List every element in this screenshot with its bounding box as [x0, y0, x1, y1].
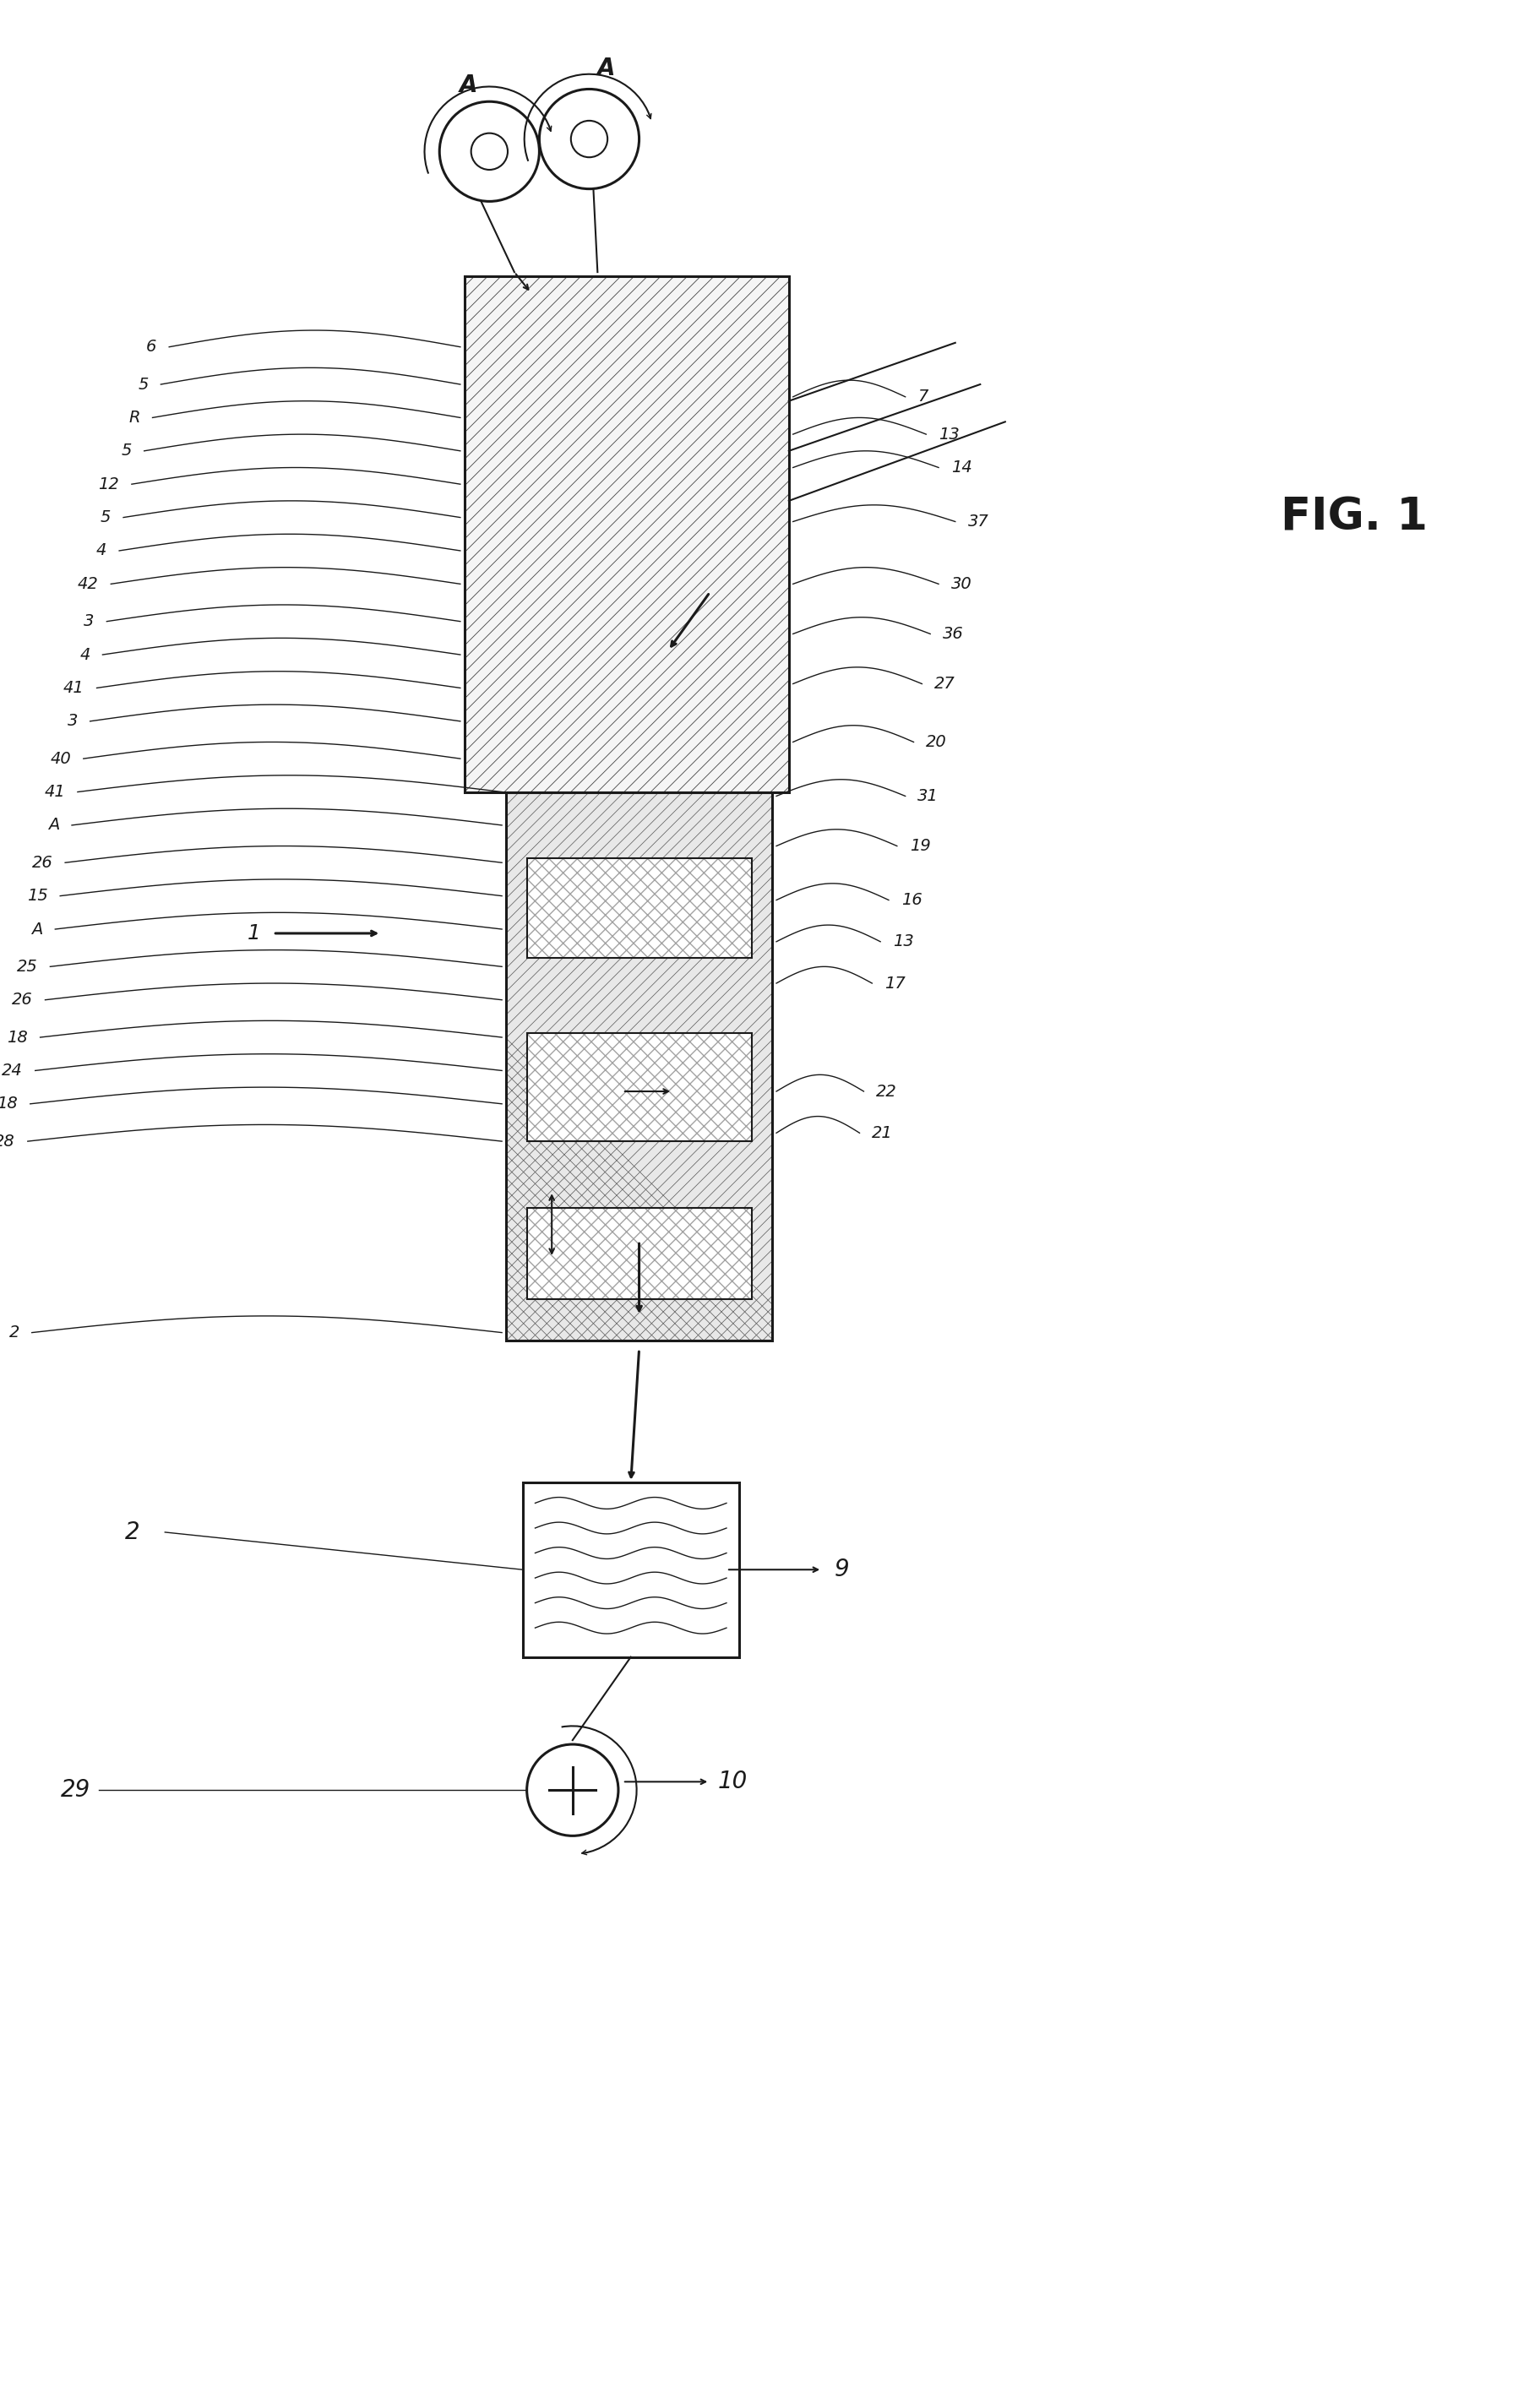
- Circle shape: [471, 132, 507, 171]
- Circle shape: [539, 89, 639, 190]
- Text: 24: 24: [2, 1063, 23, 1079]
- Text: 9: 9: [835, 1558, 849, 1582]
- Text: 30: 30: [950, 577, 972, 591]
- Text: 4: 4: [80, 647, 89, 664]
- Text: 19: 19: [909, 839, 930, 853]
- Text: 4: 4: [95, 543, 106, 558]
- Text: 26: 26: [32, 853, 52, 870]
- Text: 28: 28: [0, 1132, 15, 1149]
- Bar: [464, 276, 788, 791]
- Text: 12: 12: [99, 476, 119, 493]
- Bar: [464, 276, 788, 791]
- Text: 10: 10: [718, 1769, 747, 1793]
- Text: 18: 18: [0, 1096, 18, 1113]
- Bar: [527, 1034, 752, 1142]
- Text: A: A: [48, 817, 60, 834]
- Bar: [505, 791, 772, 1341]
- Text: 6: 6: [146, 339, 157, 356]
- Text: 5: 5: [137, 377, 148, 392]
- Text: 15: 15: [26, 887, 48, 904]
- Text: 14: 14: [950, 459, 972, 476]
- Text: 36: 36: [942, 625, 962, 642]
- Text: 17: 17: [884, 976, 906, 990]
- Bar: [505, 791, 772, 1341]
- Text: 1: 1: [246, 923, 260, 942]
- Text: 16: 16: [901, 892, 921, 909]
- Text: 29: 29: [60, 1779, 89, 1803]
- Circle shape: [527, 1745, 618, 1837]
- Text: 21: 21: [872, 1125, 893, 1142]
- Text: 41: 41: [63, 680, 85, 697]
- Text: 37: 37: [967, 514, 989, 529]
- Text: 3: 3: [83, 613, 94, 630]
- Text: 26: 26: [12, 993, 32, 1007]
- Text: A: A: [596, 55, 614, 79]
- Text: 42: 42: [77, 577, 99, 591]
- Text: 40: 40: [49, 750, 71, 767]
- Bar: [527, 858, 752, 959]
- Bar: [527, 1207, 752, 1298]
- Bar: [527, 1207, 752, 1298]
- Text: 41: 41: [45, 784, 65, 801]
- Text: 25: 25: [17, 959, 37, 974]
- Bar: [522, 1483, 739, 1656]
- Text: FIG. 1: FIG. 1: [1280, 495, 1428, 538]
- Text: 13: 13: [892, 933, 913, 950]
- Circle shape: [439, 101, 539, 202]
- Text: 27: 27: [933, 676, 955, 692]
- Text: 5: 5: [122, 442, 131, 459]
- Text: 13: 13: [938, 426, 959, 442]
- Text: A: A: [459, 72, 477, 96]
- Text: A: A: [31, 921, 43, 938]
- Text: 22: 22: [876, 1084, 896, 1099]
- Circle shape: [571, 120, 607, 156]
- Text: 31: 31: [918, 789, 938, 803]
- Text: 5: 5: [100, 510, 111, 526]
- Text: 3: 3: [68, 714, 77, 728]
- Text: 18: 18: [6, 1029, 28, 1046]
- Text: R: R: [128, 409, 140, 426]
- Text: 2: 2: [9, 1325, 20, 1341]
- Bar: [527, 858, 752, 959]
- Text: 7: 7: [918, 389, 927, 404]
- Text: 2: 2: [125, 1519, 140, 1543]
- Text: 20: 20: [926, 733, 947, 750]
- Bar: [527, 1034, 752, 1142]
